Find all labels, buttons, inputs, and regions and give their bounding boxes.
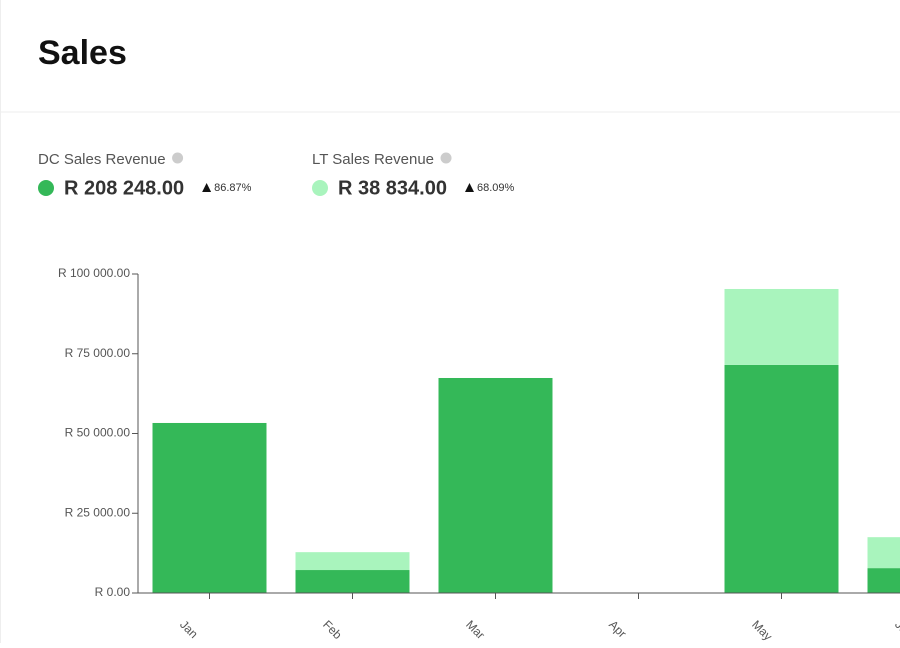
summary-total: R 38 834.00 [338,177,447,199]
bar-segment [868,537,900,568]
legend-swatch [38,180,54,196]
bar-segment [296,552,410,570]
y-tick-label: R 100 000.00 [58,266,130,280]
bar-segment [439,378,553,593]
help-icon [172,153,183,164]
summary-label: LT Sales Revenue [312,151,434,168]
legend-swatch [312,180,328,196]
y-tick-label: R 75 000.00 [65,346,131,360]
bar-segment [868,568,900,593]
y-tick-label: R 0.00 [95,585,131,599]
summary-label: DC Sales Revenue [38,151,166,168]
y-tick-label: R 25 000.00 [65,505,131,519]
y-tick-label: R 50 000.00 [65,426,131,440]
bar-segment [296,570,410,593]
summary-change: 68.09% [477,182,515,194]
help-icon [441,153,452,164]
summary-total: R 208 248.00 [64,177,184,199]
card-title: Sales [38,34,127,72]
bar-segment [153,423,267,593]
bar-segment [725,289,839,365]
summary-change: 86.87% [214,182,252,194]
bar-segment [725,365,839,593]
